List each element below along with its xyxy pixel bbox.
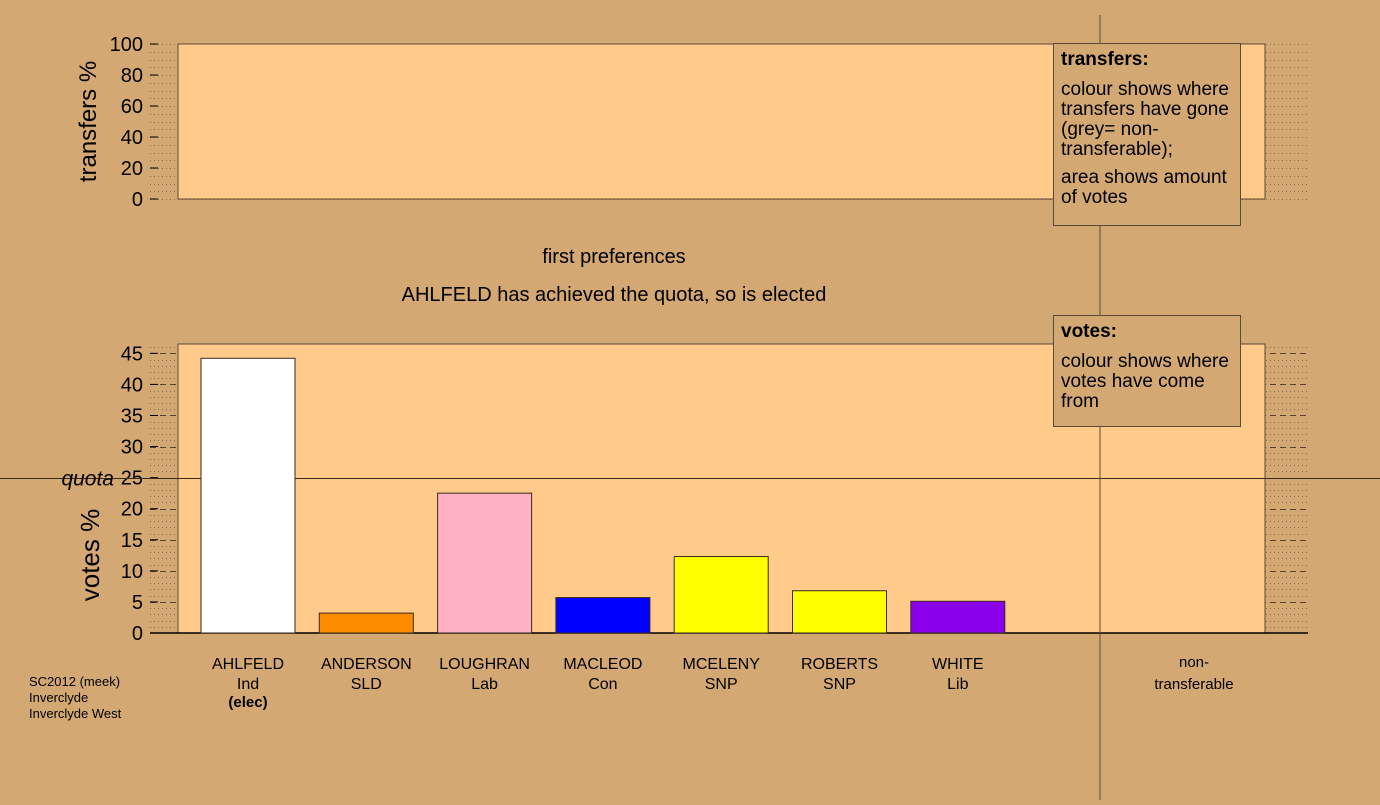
votes-tick-label: 40 [121, 374, 143, 396]
votes-tick-label: 35 [121, 405, 143, 427]
candidate-party-label: SLD [351, 676, 382, 693]
transfers-tick-label: 0 [132, 189, 143, 211]
candidate-name-label: AHLFELD [212, 656, 284, 673]
transfers-tick-label: 60 [121, 96, 143, 118]
transfers-tick-label: 20 [121, 158, 143, 180]
transfers-legend: transfers: colour shows where transfers … [1053, 43, 1241, 226]
candidate-party-label: Lab [471, 676, 498, 693]
quota-label: quota [61, 468, 114, 491]
transfers-tick-label: 100 [110, 34, 143, 56]
bar-mceleny [673, 556, 769, 634]
footer-line-3: Inverclyde West [29, 706, 122, 721]
nontransferable-label-1: non- [1179, 654, 1209, 671]
votes-tick-label: 45 [121, 343, 143, 365]
bar-anderson [318, 612, 414, 634]
bar-roberts [792, 590, 887, 634]
votes-tick-label: 20 [121, 499, 143, 521]
candidate-name-label: ROBERTS [801, 656, 878, 673]
footer-line-1: SC2012 (meek) [29, 674, 121, 689]
votes-tick-label: 15 [121, 530, 143, 552]
candidate-party-label: SNP [823, 676, 856, 693]
election-footer: SC2012 (meek) Inverclyde Inverclyde West [29, 674, 121, 722]
votes-tick-label: 0 [132, 623, 143, 645]
votes-legend-title: votes: [1061, 321, 1117, 342]
transfers-legend-title: transfers: [1061, 49, 1149, 70]
candidate-name-label: LOUGHRAN [439, 656, 530, 673]
candidate-name-label: MACLEOD [563, 656, 642, 673]
votes-tick-label: 5 [132, 592, 143, 614]
candidate-name-label: WHITE [932, 656, 984, 673]
candidate-name-label: MCELENY [683, 656, 761, 673]
candidate-party-label: SNP [705, 676, 738, 693]
bar-white [910, 600, 1006, 634]
votes-legend: votes: colour shows where votes have com… [1053, 315, 1241, 427]
votes-y-axis-label: votes % [75, 509, 105, 602]
transfers-legend-text-1: colour shows where transfers have gone (… [1061, 79, 1229, 160]
candidate-party-label: Ind [237, 676, 259, 693]
candidate-labels: AHLFELD Ind(elec) ANDERSON SLD LOUGHRAN Lab MA… [212, 654, 1234, 711]
candidate-party-label: Con [588, 676, 617, 693]
votes-legend-text: colour shows where votes have come from [1061, 351, 1229, 412]
bar-macleod [555, 597, 651, 634]
transfers-legend-text-2: area shows amount of votes [1061, 167, 1227, 208]
votes-tick-label: 10 [121, 561, 143, 583]
candidate-name-label: ANDERSON [321, 656, 412, 673]
votes-bars [200, 357, 1006, 634]
bar-ahlfeld [200, 357, 296, 634]
chart-subtitle: AHLFELD has achieved the quota, so is el… [402, 284, 827, 306]
nontransferable-label-2: transferable [1154, 676, 1233, 693]
transfers-tick-label: 40 [121, 127, 143, 149]
transfers-tick-label: 80 [121, 65, 143, 87]
chart-title: first preferences [542, 246, 685, 268]
transfers-y-axis-label: transfers % [75, 61, 102, 182]
votes-tick-label: 30 [121, 437, 143, 459]
candidate-status-label: (elec) [228, 694, 267, 711]
footer-line-2: Inverclyde [29, 690, 89, 705]
bar-loughran [437, 492, 533, 634]
candidate-party-label: Lib [947, 676, 968, 693]
